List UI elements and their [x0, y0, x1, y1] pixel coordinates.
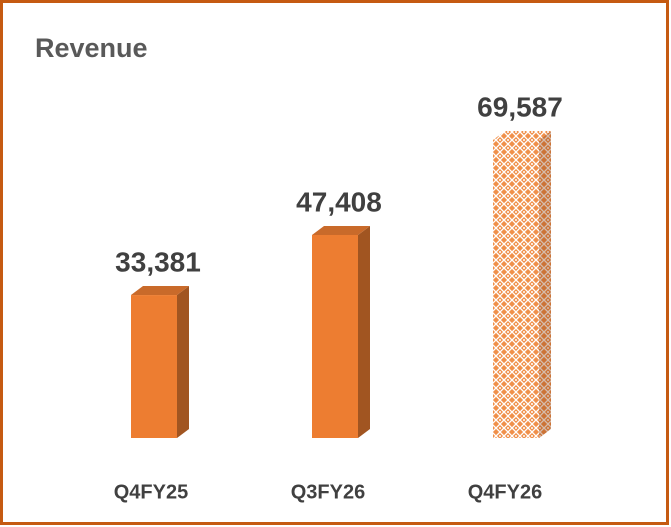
bar-top — [312, 225, 370, 235]
bar-side-shade — [539, 131, 551, 438]
bar-top — [493, 131, 551, 140]
bar-side — [358, 225, 370, 438]
x-tick-label: Q3FY26 — [291, 481, 365, 503]
bar — [312, 234, 358, 438]
value-label: 33,381 — [115, 246, 201, 277]
chart-title: Revenue — [35, 33, 148, 63]
bar-side — [177, 286, 189, 438]
bar — [493, 140, 539, 438]
value-label: 69,587 — [477, 91, 563, 122]
bar-side — [539, 131, 551, 438]
x-tick-label: Q4FY26 — [468, 481, 542, 503]
value-label: 47,408 — [296, 186, 382, 217]
x-tick-label: Q4FY25 — [114, 481, 188, 503]
bar-top — [131, 286, 189, 296]
bar — [131, 295, 177, 438]
